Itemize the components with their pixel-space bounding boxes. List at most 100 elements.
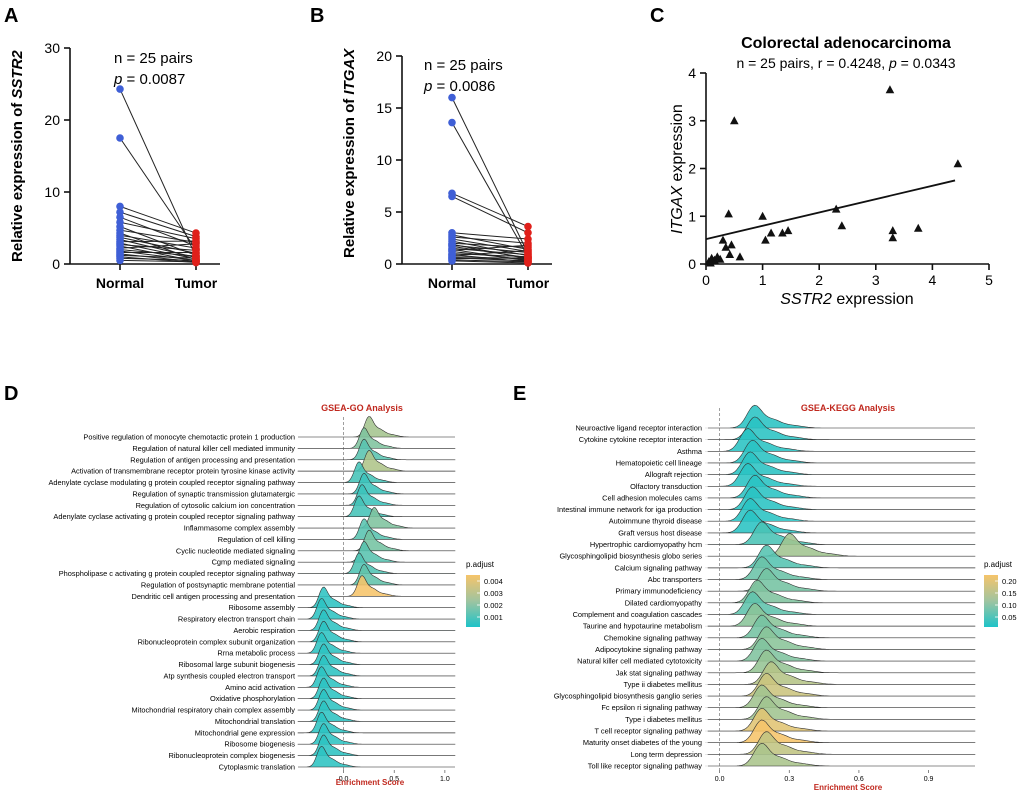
category-label-tumor-a: Tumor <box>175 275 218 291</box>
x-tick-label-c: 0 <box>702 272 710 288</box>
y-tick-label-c: 2 <box>688 161 696 177</box>
ridge-density <box>707 533 976 557</box>
ridge-density <box>707 439 976 464</box>
x-axis-label-d: Enrichment Score <box>336 778 405 787</box>
x-tick-label-e: 0.0 <box>715 776 725 783</box>
ridge-density <box>297 734 456 756</box>
ridge-density <box>707 614 976 639</box>
ridge-density <box>707 661 976 685</box>
chart-title-e: GSEA-KEGG Analysis <box>801 403 895 413</box>
tumor-point <box>192 258 200 266</box>
ridge-density <box>297 427 456 449</box>
legend-colorbar-d <box>466 575 480 627</box>
ridge-density <box>297 518 456 540</box>
ridge-label: Ribosomal large subunit biogenesis <box>178 660 295 669</box>
y-tick-label-a: 0 <box>52 256 60 272</box>
p-annotation-a: p = 0.0087 <box>113 71 185 88</box>
category-label-tumor-b: Tumor <box>507 275 550 291</box>
ridge-label: Cell adhesion molecules cams <box>602 493 702 502</box>
legend-tick-label-d: 0.003 <box>484 589 503 598</box>
ridge-label: Adenylate cyclase activating g protein c… <box>53 512 295 521</box>
ridge-density <box>297 552 456 574</box>
normal-point <box>116 85 124 93</box>
data-point <box>766 228 776 237</box>
y-tick-label-c: 0 <box>688 256 696 272</box>
ridge-density <box>707 626 976 650</box>
ridge-label: Olfactory transduction <box>630 482 702 491</box>
ridge-density <box>707 463 976 487</box>
ridge-density <box>707 544 976 569</box>
ridge-density <box>297 484 456 506</box>
ridge-density <box>707 486 976 510</box>
tumor-point <box>524 222 532 231</box>
ridge-density <box>707 556 976 580</box>
ridge-density <box>297 689 456 711</box>
data-point <box>888 233 898 242</box>
ridge-label: Adenylate cyclase modulating g protein c… <box>48 478 295 487</box>
x-tick-label-d: 0.5 <box>389 776 399 783</box>
ridge-label: Hematopoietic cell lineage <box>616 458 702 467</box>
ridge-density <box>297 620 456 643</box>
ridge-label: Regulation of postsynaptic membrane pote… <box>141 580 295 589</box>
data-point <box>778 228 787 237</box>
pair-line <box>451 260 529 264</box>
ridge-label: Glycosphingolipid biosynthesis globo ser… <box>559 552 702 561</box>
ridge-label: Aerobic respiration <box>233 626 295 635</box>
pair-line <box>119 137 197 250</box>
ridge-label: Calcium signaling pathway <box>614 563 702 572</box>
pair-line <box>451 259 529 263</box>
pair-line <box>119 221 197 240</box>
ridge-label: Atp synthesis coupled electron transport <box>164 671 295 680</box>
ridge-label: Fc epsilon ri signaling pathway <box>601 703 702 712</box>
ridge-label: Type ii diabetes mellitus <box>624 680 703 689</box>
ridge-label: Taurine and hypotaurine metabolism <box>583 622 702 631</box>
normal-point <box>116 202 124 211</box>
y-axis-label-c: ITGAX expression <box>669 104 686 234</box>
normal-point <box>448 257 456 265</box>
ridge-label: Chemokine signaling pathway <box>604 633 702 642</box>
ridge-label: Adipocytokine signaling pathway <box>595 645 702 654</box>
ridge-label: Toll like receptor signaling pathway <box>588 762 703 771</box>
ridge-density <box>297 564 456 586</box>
ridge-density <box>707 509 976 534</box>
ridge-density <box>297 666 456 688</box>
ridge-density <box>707 649 976 674</box>
ridge-density <box>707 603 976 627</box>
ridge-label: Oxidative phosphorylation <box>210 694 295 703</box>
ridge-label: Amino acid activation <box>225 683 295 692</box>
data-point <box>727 240 736 249</box>
pair-line <box>451 249 529 257</box>
panel-label-a: A <box>4 5 18 27</box>
correlation-scatter-chart: Colorectal adenocarcinoma n = 25 pairs, … <box>669 35 993 308</box>
ridge-density <box>707 579 976 604</box>
ridge-density <box>708 404 975 429</box>
pair-line <box>451 192 529 228</box>
panel-label-c: C <box>650 5 664 27</box>
ridge-density <box>297 711 456 734</box>
y-tick-label-b: 15 <box>376 100 392 116</box>
y-tick-label-a: 20 <box>44 112 60 128</box>
legend-tick-label-d: 0.001 <box>484 613 503 622</box>
ridge-label: Ribonucleoprotein complex subunit organi… <box>138 637 295 646</box>
y-tick-label-a: 10 <box>44 184 60 200</box>
ridge-label: Asthma <box>677 447 703 456</box>
legend-tick-label-d: 0.004 <box>484 577 503 586</box>
y-tick-label-c: 1 <box>688 208 696 224</box>
ridge-density <box>297 461 456 483</box>
ridge-density <box>297 723 456 745</box>
ridge-label: Phospholipase c activating g protein cou… <box>59 569 296 578</box>
ridge-density <box>297 609 456 631</box>
legend-tick-label-d: 0.002 <box>484 601 503 610</box>
ridge-label: Regulation of cell killing <box>218 535 295 544</box>
pair-line <box>451 97 529 254</box>
ridge-label: Maturity onset diabetes of the young <box>583 738 702 747</box>
x-tick-label-e: 0.9 <box>924 776 934 783</box>
data-point <box>706 258 715 267</box>
ridge-label: T cell receptor signaling pathway <box>595 727 703 736</box>
ridge-density <box>707 696 976 720</box>
panel-label-d: D <box>4 383 18 405</box>
ridge-density <box>707 451 976 475</box>
x-tick-label-c: 2 <box>815 272 823 288</box>
normal-point <box>448 192 456 201</box>
data-point <box>721 242 731 251</box>
